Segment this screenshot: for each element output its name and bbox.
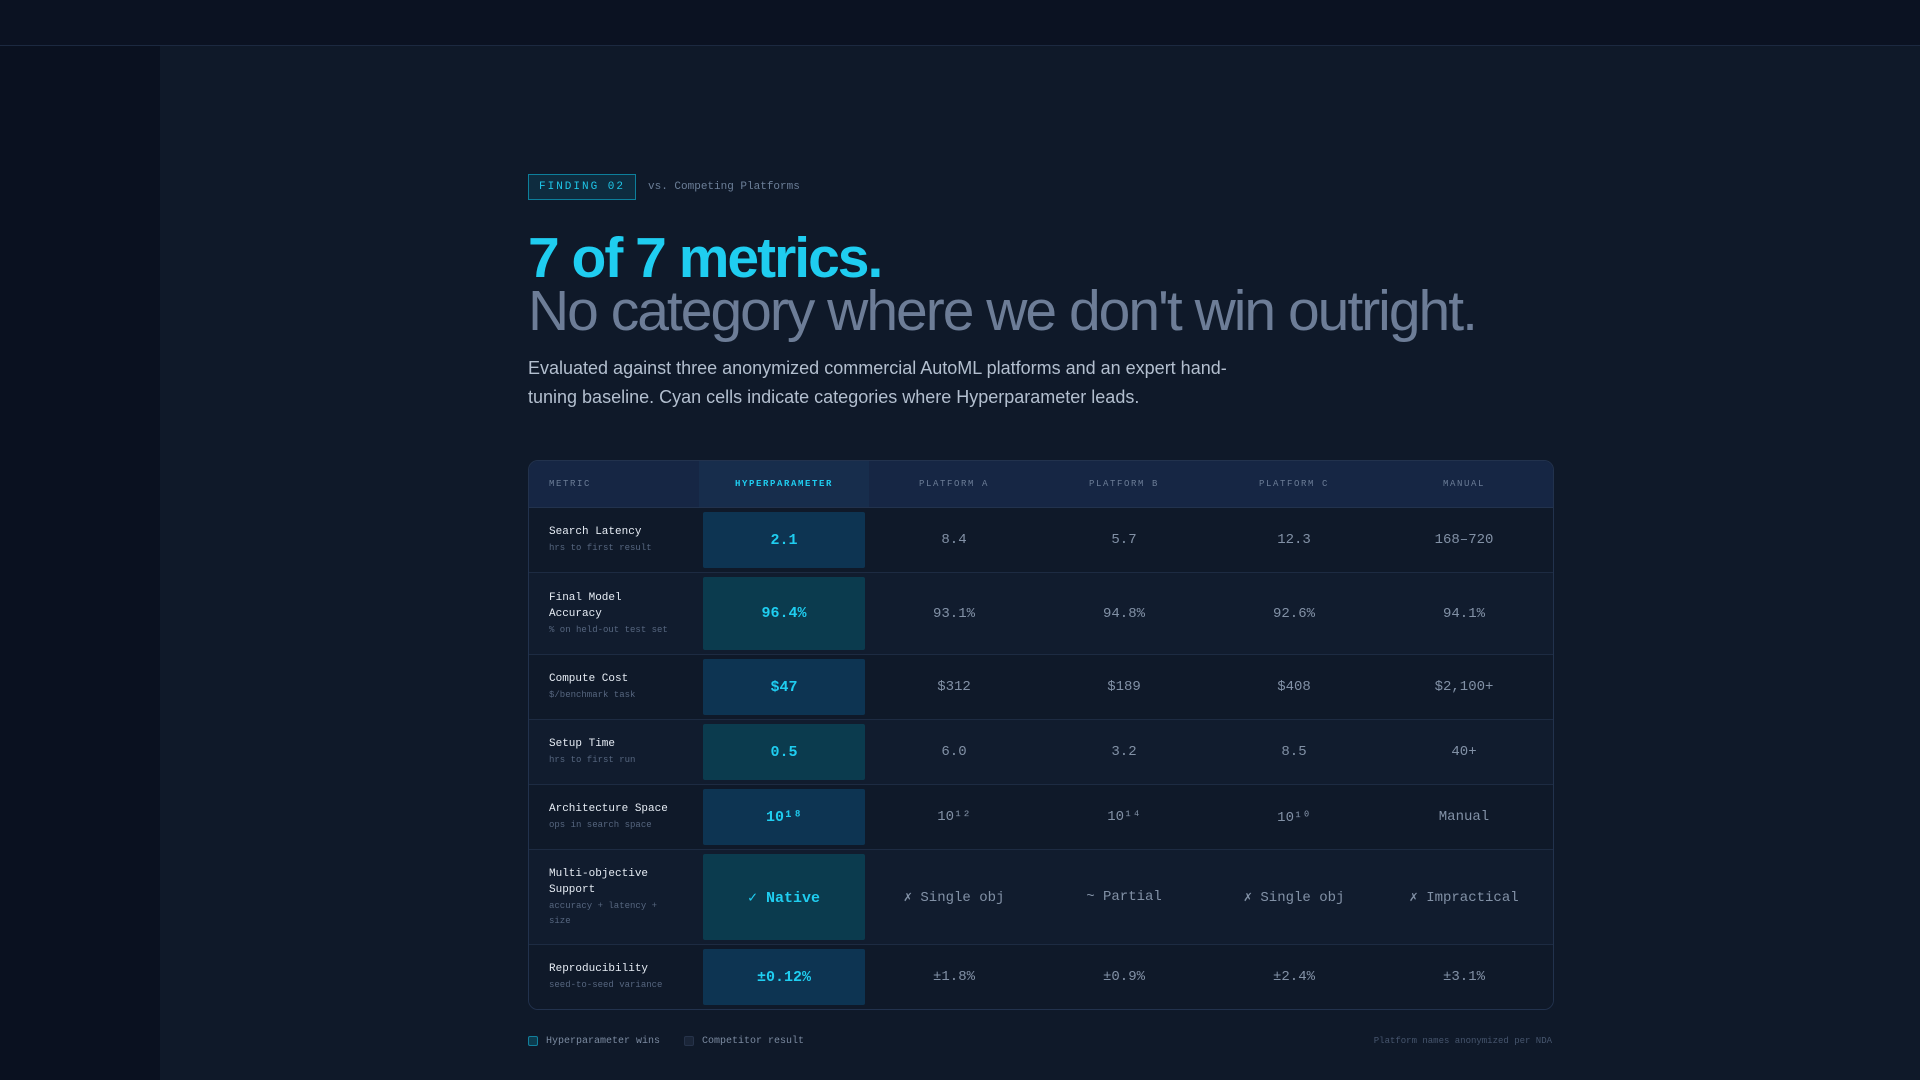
platform-b-value: 94.8% (1102, 605, 1145, 622)
metric-name: Multi-objective Support (549, 867, 649, 896)
metric-cell: Final Model Accuracy % on held-out test … (529, 573, 699, 654)
metric-name: Architecture Space (549, 803, 668, 815)
left-sidebar (0, 0, 160, 1080)
metric-subtitle: hrs to first run (549, 755, 636, 765)
metric-cell: Compute Cost $/benchmark task (529, 655, 699, 719)
header-metric: METRIC (549, 479, 592, 489)
slide-content: FINDING 02 vs. Competing Platforms 7 of … (528, 174, 1554, 1048)
manual-value: ✗ Impractical (1409, 889, 1519, 906)
metric-name: Reproducibility (549, 963, 649, 975)
platform-a-value: 10¹² (937, 809, 971, 825)
metric-cell: Multi-objective Support accuracy + laten… (529, 850, 699, 944)
platform-a-value: ±1.8% (932, 969, 975, 985)
platform-a-value: $312 (937, 679, 971, 695)
hyperparameter-cell: ✓ Native (699, 850, 869, 944)
metric-subtitle: % on held-out test set (549, 624, 668, 635)
metric-name: Compute Cost (549, 673, 629, 685)
platform-c-value: ±2.4% (1272, 969, 1315, 985)
manual-value: Manual (1438, 809, 1490, 825)
hyperparameter-value: 96.4% (703, 577, 865, 650)
finding-tag: FINDING 02 (528, 174, 637, 200)
manual-value: 94.1% (1442, 605, 1485, 622)
manual-value: 168–720 (1434, 532, 1494, 548)
hyperparameter-value: 10¹⁸ (703, 789, 865, 845)
hyperparameter-value: ✓ Native (703, 854, 865, 940)
platform-c-value: 10¹⁰ (1277, 809, 1311, 826)
hyperparameter-cell: ±0.12% (699, 945, 869, 1009)
platform-b-value: ~ Partial (1086, 889, 1162, 905)
manual-value: 40+ (1451, 744, 1477, 760)
comparison-table: METRIC HYPERPARAMETER PLATFORM A PLATFOR… (528, 460, 1554, 1010)
eyebrow: FINDING 02 vs. Competing Platforms (528, 174, 1552, 200)
metric-cell: Setup Time hrs to first run (529, 720, 699, 784)
hyperparameter-value: 0.5 (703, 724, 865, 780)
manual-value: $2,100+ (1434, 679, 1494, 695)
table-row: Final Model Accuracy % on held-out test … (529, 573, 1553, 655)
header-manual: MANUAL (1442, 479, 1485, 489)
nda-note: Platform names anonymized per NDA (1373, 1036, 1552, 1046)
table-row: Setup Time hrs to first run 0.5 6.0 3.2 … (529, 720, 1553, 785)
table-row: Search Latency hrs to first result 2.1 8… (529, 508, 1553, 573)
metric-cell: Search Latency hrs to first result (529, 508, 699, 572)
platform-c-value: 12.3 (1277, 532, 1311, 548)
metric-subtitle: accuracy + latency + size (549, 900, 658, 926)
header-platform-b: PLATFORM B (1088, 479, 1159, 489)
manual-value: ±3.1% (1442, 969, 1485, 985)
table-row: Multi-objective Support accuracy + laten… (529, 850, 1553, 945)
top-bar (0, 0, 1920, 46)
legend: Hyperparameter wins Competitor result Pl… (528, 1034, 1552, 1048)
headline-secondary: No category where we don't win outright. (528, 279, 1478, 343)
headline-primary: 7 of 7 metrics. (528, 226, 883, 290)
table-row: Compute Cost $/benchmark task $47 $312 $… (529, 655, 1553, 720)
hyperparameter-value: 2.1 (703, 512, 865, 568)
platform-a-value: 6.0 (941, 744, 967, 760)
metric-name: Final Model Accuracy (549, 591, 622, 620)
hyperparameter-cell: 0.5 (699, 720, 869, 784)
header-platform-c: PLATFORM C (1258, 479, 1329, 489)
win-swatch-icon (528, 1036, 538, 1046)
platform-a-value: 8.4 (941, 532, 967, 548)
header-platform-a: PLATFORM A (918, 479, 989, 489)
hyperparameter-cell: 10¹⁸ (699, 785, 869, 849)
metric-subtitle: ops in search space (549, 820, 652, 830)
hyperparameter-value: $47 (703, 659, 865, 715)
metric-name: Setup Time (549, 738, 616, 750)
platform-a-value: ✗ Single obj (903, 889, 1005, 906)
hyperparameter-cell: 2.1 (699, 508, 869, 572)
metric-name: Search Latency (549, 526, 642, 538)
platform-b-value: ±0.9% (1102, 969, 1145, 985)
table-row: Reproducibility seed-to-seed variance ±0… (529, 945, 1553, 1009)
hyperparameter-cell: 96.4% (699, 573, 869, 654)
metric-subtitle: $/benchmark task (549, 690, 636, 700)
competitor-swatch-icon (684, 1036, 695, 1046)
platform-b-value: 5.7 (1111, 532, 1137, 548)
platform-c-value: 92.6% (1272, 605, 1315, 622)
platform-a-value: 93.1% (932, 605, 975, 622)
metric-subtitle: hrs to first result (549, 543, 652, 553)
hyperparameter-cell: $47 (699, 655, 869, 719)
header-hyperparameter: HYPERPARAMETER (699, 461, 869, 507)
metric-subtitle: seed-to-seed variance (549, 980, 663, 990)
table-header: METRIC HYPERPARAMETER PLATFORM A PLATFOR… (529, 461, 1553, 508)
legend-win-label: Hyperparameter wins (546, 1035, 661, 1047)
eyebrow-text: vs. Competing Platforms (648, 181, 800, 193)
table-row: Architecture Space ops in search space 1… (529, 785, 1553, 850)
platform-c-value: $408 (1277, 679, 1311, 695)
lede-paragraph: Evaluated against three anonymized comme… (528, 358, 1227, 407)
platform-b-value: $189 (1107, 679, 1141, 695)
hyperparameter-value: ±0.12% (703, 949, 865, 1005)
metric-cell: Architecture Space ops in search space (529, 785, 699, 849)
metric-cell: Reproducibility seed-to-seed variance (529, 945, 699, 1009)
legend-competitor-label: Competitor result (702, 1035, 805, 1047)
platform-b-value: 10¹⁴ (1107, 809, 1141, 825)
platform-b-value: 3.2 (1111, 744, 1137, 760)
platform-c-value: ✗ Single obj (1243, 889, 1345, 906)
platform-c-value: 8.5 (1281, 744, 1307, 760)
